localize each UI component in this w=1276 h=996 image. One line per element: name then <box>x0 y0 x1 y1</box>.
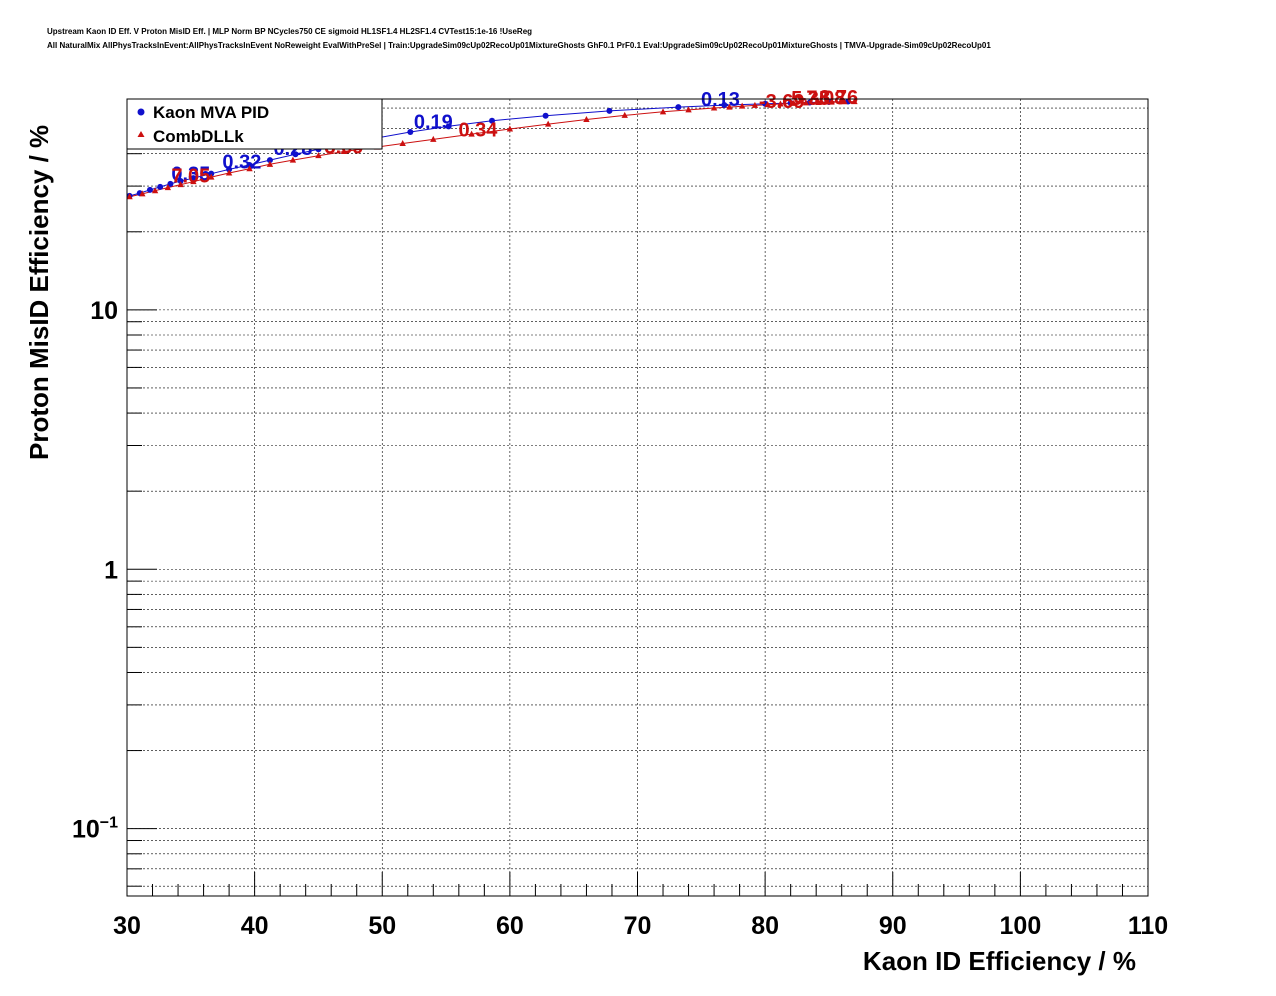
x-tick-label: 60 <box>496 912 524 940</box>
data-point-kaon-mva-pid <box>675 104 682 111</box>
data-point-kaon-mva-pid <box>489 117 496 124</box>
data-point-combdllk <box>126 193 133 200</box>
data-point-combdllk <box>139 190 146 197</box>
x-tick-label: 40 <box>241 912 269 940</box>
data-point-combdllk <box>583 115 590 122</box>
data-point-combdllk <box>851 98 858 105</box>
data-point-combdllk <box>777 100 784 107</box>
point-annotation: -3.69 <box>759 91 805 113</box>
x-tick-label: 80 <box>751 912 779 940</box>
point-annotation: -8.76 <box>813 87 859 109</box>
data-point-kaon-mva-pid <box>146 186 153 193</box>
point-annotation: -7.08 <box>800 87 846 109</box>
point-annotation: 7.05 <box>171 165 210 187</box>
data-point-combdllk <box>177 181 184 188</box>
data-point-combdllk <box>190 178 197 185</box>
title-line-2: All NaturalMix AllPhysTracksInEvent:AllP… <box>47 41 991 50</box>
data-point-combdllk <box>544 120 552 127</box>
data-point-combdllk <box>726 103 733 110</box>
data-point-kaon-mva-pid <box>292 151 299 158</box>
data-point-combdllk <box>506 125 514 132</box>
data-point-kaon-mva-pid <box>177 177 184 184</box>
data-point-combdllk <box>225 169 233 176</box>
title-line-1: Upstream Kaon ID Eff. V Proton MisID Eff… <box>47 27 533 36</box>
data-point-kaon-mva-pid <box>606 107 613 114</box>
axis-ticks <box>126 107 1149 896</box>
data-point-kaon-mva-pid <box>167 180 174 187</box>
y-tick-labels: 10−1 1 10 <box>72 297 118 844</box>
data-point-combdllk <box>246 165 253 172</box>
data-point-kaon-mva-pid <box>157 183 164 190</box>
x-axis-title: Kaon ID Efficiency / % <box>863 946 1136 976</box>
legend-marker-combdllk <box>137 131 145 137</box>
point-annotation: 0.19 <box>414 112 453 134</box>
data-point-combdllk <box>315 152 322 159</box>
data-point-combdllk <box>289 156 297 163</box>
data-point-combdllk <box>751 101 759 108</box>
data-point-combdllk <box>468 130 475 137</box>
data-point-combdllk <box>208 173 215 180</box>
data-point-kaon-mva-pid <box>407 128 414 135</box>
data-point-combdllk <box>340 147 348 154</box>
point-annotation: 0.13 <box>701 89 740 111</box>
data-point-combdllk <box>710 104 718 111</box>
x-tick-label: 90 <box>879 912 907 940</box>
point-annotation: 0.35 <box>171 164 210 186</box>
point-annotation: 0.32 <box>222 152 261 174</box>
legend-label-kaon-mva-pid: Kaon MVA PID <box>153 103 269 122</box>
y-tick-label: 1 <box>104 556 118 584</box>
y-tick-label: 10 <box>90 297 118 325</box>
point-annotation: 0.34 <box>459 120 499 142</box>
data-point-kaon-mva-pid <box>542 112 549 119</box>
data-point-combdllk <box>164 184 172 191</box>
data-point-kaon-mva-pid <box>226 166 233 173</box>
legend-box <box>126 98 383 150</box>
data-point-combdllk <box>764 101 771 108</box>
legend-label-combdllk: CombDLLk <box>153 127 244 146</box>
data-point-combdllk <box>841 98 848 105</box>
data-point-combdllk <box>790 99 797 106</box>
x-tick-label: 50 <box>368 912 396 940</box>
y-tick-label: 10−1 <box>72 815 118 844</box>
data-point-combdllk <box>659 108 667 115</box>
data-point-combdllk <box>802 99 810 106</box>
x-tick-label: 70 <box>624 912 652 940</box>
x-tick-label: 100 <box>1000 912 1042 940</box>
data-point-combdllk <box>828 98 835 105</box>
data-point-kaon-mva-pid <box>721 102 728 109</box>
data-point-combdllk <box>815 99 822 106</box>
legend-marker-kaon-mva-pid <box>137 108 145 116</box>
data-point-kaon-mva-pid <box>246 161 253 168</box>
data-point-kaon-mva-pid <box>190 175 197 182</box>
data-point-combdllk <box>738 102 746 109</box>
legend: Kaon MVA PID CombDLLk <box>126 98 383 150</box>
data-point-kaon-mva-pid <box>266 157 273 164</box>
data-point-combdllk <box>430 135 437 142</box>
y-axis-title: Proton MisID Efficiency / % <box>24 125 54 460</box>
data-point-combdllk <box>266 160 274 167</box>
data-point-combdllk <box>621 111 628 118</box>
data-point-combdllk <box>399 139 406 146</box>
data-point-combdllk <box>151 187 159 194</box>
x-tick-label: 30 <box>113 912 141 940</box>
x-tick-label: 110 <box>1128 912 1168 940</box>
x-tick-labels: 30 40 50 60 70 80 90 100 110 <box>113 912 1168 940</box>
data-point-combdllk <box>685 106 692 113</box>
plot-frame <box>126 98 1149 897</box>
data-point-kaon-mva-pid <box>445 123 452 130</box>
